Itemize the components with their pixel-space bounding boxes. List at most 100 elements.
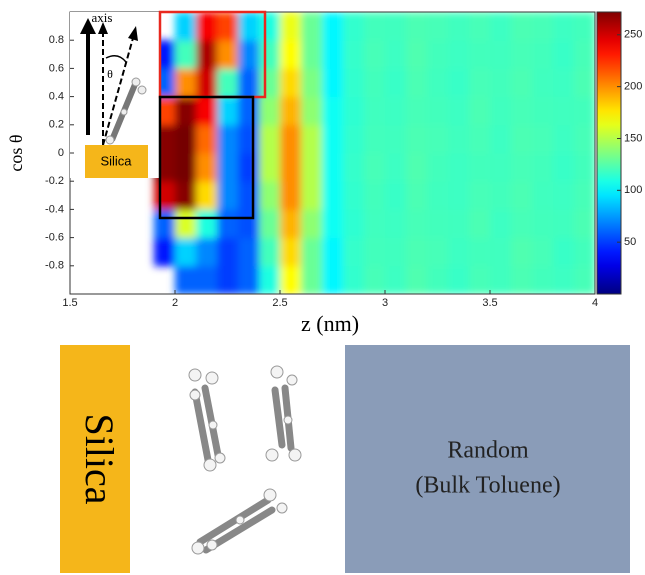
heat-cell	[196, 96, 218, 126]
heat-cell	[259, 265, 281, 294]
molecule	[105, 77, 147, 145]
heat-cell	[322, 12, 344, 41]
heat-cell	[406, 96, 428, 126]
heat-cell	[280, 68, 302, 98]
heat-cell	[511, 124, 533, 154]
heat-cell	[427, 124, 449, 154]
heat-cell	[490, 12, 512, 41]
heat-cell	[301, 265, 323, 294]
heat-cell	[532, 96, 554, 126]
arrow-head	[98, 22, 108, 34]
heat-cell	[343, 153, 365, 182]
heat-cell	[553, 68, 575, 98]
heat-cell	[574, 40, 595, 69]
heat-cell	[322, 96, 344, 126]
heat-cell	[217, 12, 239, 41]
heat-cell	[343, 265, 365, 294]
heat-cell	[406, 209, 428, 239]
heat-cell	[322, 124, 344, 154]
heat-cell	[553, 153, 575, 182]
heat-cell	[280, 96, 302, 126]
heat-cell	[343, 40, 365, 69]
silica-block	[60, 345, 130, 573]
heat-cell	[427, 40, 449, 69]
heat-cell	[343, 181, 365, 210]
inset-axis-label: axis	[92, 10, 113, 25]
heat-cell	[406, 12, 428, 41]
bulk-label: (Bulk Toluene)	[415, 473, 560, 499]
heat-cell	[448, 265, 470, 294]
x-tick-label: 3	[382, 297, 388, 309]
heat-cell	[574, 96, 595, 126]
molecule	[196, 496, 272, 546]
heat-cell	[553, 265, 575, 294]
heat-cell	[427, 265, 449, 294]
heat-cell	[343, 68, 365, 98]
heat-cell	[196, 237, 218, 267]
dashed-arrow	[102, 37, 134, 146]
heat-cell	[574, 181, 595, 210]
heat-cell	[217, 124, 239, 154]
heat-cell	[427, 96, 449, 126]
heat-cell	[448, 181, 470, 210]
heat-cell	[259, 12, 281, 41]
heat-cell	[364, 96, 386, 126]
heat-cell	[364, 181, 386, 210]
colorbar-tick-label: 250	[624, 29, 642, 41]
heat-cell	[259, 124, 281, 154]
bulk-block	[345, 345, 630, 573]
heat-cell	[406, 181, 428, 210]
heat-cell	[280, 12, 302, 41]
heat-cell	[217, 265, 239, 294]
heat-cell	[469, 12, 491, 41]
heat-cell	[532, 265, 554, 294]
heat-cell	[490, 40, 512, 69]
heat-cell	[511, 181, 533, 210]
arrow-head	[128, 26, 138, 41]
heat-cell	[385, 153, 407, 182]
heat-cell	[553, 12, 575, 41]
heat-cell	[175, 237, 197, 267]
heat-cell	[301, 96, 323, 126]
heat-cell	[364, 124, 386, 154]
heat-cell	[217, 181, 239, 210]
heat-cell	[238, 12, 260, 41]
inset-silica-label: Silica	[100, 153, 132, 168]
heat-cell	[301, 124, 323, 154]
heat-cell	[364, 12, 386, 41]
heat-cell	[490, 68, 512, 98]
heat-cell	[469, 181, 491, 210]
heat-cell	[532, 68, 554, 98]
heat-cell	[553, 181, 575, 210]
heat-cell	[490, 124, 512, 154]
heat-cell	[364, 209, 386, 239]
heat-cell	[427, 153, 449, 182]
heat-cell	[196, 153, 218, 182]
heat-cell	[553, 96, 575, 126]
heat-cell	[448, 68, 470, 98]
x-tick-label: 2	[172, 297, 178, 309]
heat-cell	[238, 181, 260, 210]
heat-cell	[553, 209, 575, 239]
molecule	[191, 388, 212, 464]
heat-cell	[259, 40, 281, 69]
heat-cell	[175, 181, 197, 210]
heat-cell	[196, 68, 218, 98]
heat-cell	[406, 265, 428, 294]
heat-cell	[259, 209, 281, 239]
heat-cell	[427, 209, 449, 239]
heat-cell	[511, 265, 533, 294]
heat-cell	[322, 153, 344, 182]
heat-cell	[553, 237, 575, 267]
heat-cell	[385, 124, 407, 154]
heat-cell	[427, 12, 449, 41]
heat-cell	[196, 209, 218, 239]
heat-cell	[406, 68, 428, 98]
heat-cell	[448, 40, 470, 69]
y-tick-label: 0.2	[49, 119, 64, 131]
y-tick-label: 0	[58, 147, 64, 159]
heat-cell	[532, 12, 554, 41]
heat-cell	[511, 153, 533, 182]
y-tick-label: -0.6	[45, 232, 64, 244]
